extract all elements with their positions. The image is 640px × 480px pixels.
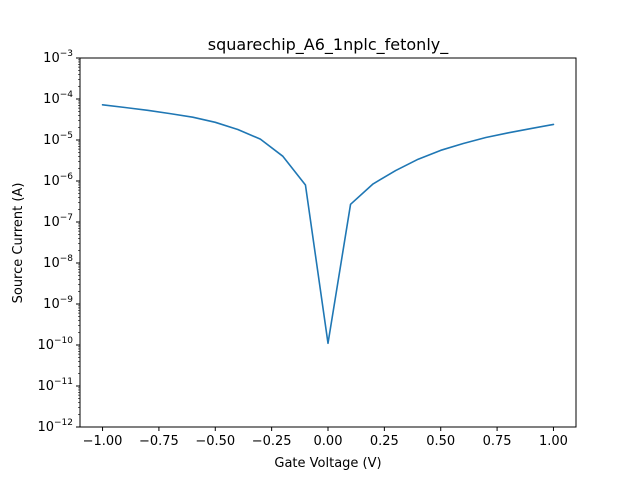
x-axis-ticks: −1.00 −0.75 −0.50 −0.25 0.00 0.25 0.50 0.75 1.00 [83, 427, 568, 449]
x-tick-label: −0.75 [139, 434, 179, 449]
x-tick-label: 0.50 [426, 434, 455, 449]
y-tick-label: 10−3 [43, 49, 73, 66]
y-tick-label: 10−11 [37, 377, 73, 394]
y-tick-label: 10−6 [43, 172, 73, 189]
x-axis-label: Gate Voltage (V) [274, 456, 381, 471]
y-tick-label: 10−10 [37, 336, 73, 353]
y-tick-label: 10−7 [43, 213, 73, 230]
plot-lines [101, 104, 555, 345]
x-tick-label: 0.00 [314, 434, 343, 449]
x-tick-label: −0.50 [195, 434, 235, 449]
y-tick-label: 10−9 [43, 295, 73, 312]
y-axis-label: Source Current (A) [11, 183, 26, 304]
plot-frame [79, 57, 577, 428]
x-tick-label: 0.25 [370, 434, 399, 449]
y-tick-label: 10−8 [43, 254, 73, 271]
y-tick-label: 10−4 [43, 90, 73, 107]
x-tick-label: 1.00 [539, 434, 568, 449]
x-tick-label: −0.25 [252, 434, 292, 449]
series-line-1 [101, 104, 555, 345]
y-tick-label: 10−5 [43, 131, 73, 148]
y-axis-ticks: 10−12 10−11 10−10 10−9 10−8 10−7 10−6 10−5 10−4 1… [37, 49, 80, 435]
chart-title: squarechip_A6_1nplc_fetonly_ [208, 35, 449, 55]
x-tick-label: −1.00 [83, 434, 123, 449]
y-tick-label: 10−12 [37, 418, 73, 435]
x-tick-label: 0.75 [483, 434, 512, 449]
